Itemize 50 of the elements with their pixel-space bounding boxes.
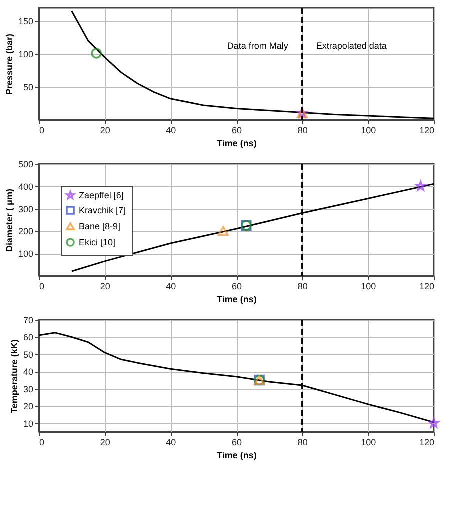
y-axis-title: Pressure (bar): [4, 34, 14, 96]
y-axis-title: Temperature (kK): [9, 340, 20, 414]
x-tick-label: 40: [166, 438, 176, 448]
x-tick-label: 60: [232, 438, 242, 448]
y-tick-label: 50: [23, 350, 34, 360]
x-tick-label: 80: [298, 282, 308, 292]
x-tick-label: 20: [100, 438, 110, 448]
x-tick-label: 120: [419, 438, 434, 448]
x-tick-label: 80: [298, 126, 308, 136]
y-tick-label: 50: [23, 82, 34, 93]
x-tick-label: 120: [419, 282, 434, 292]
x-tick-label: 0: [40, 282, 45, 292]
y-tick-label: 20: [23, 402, 34, 412]
y-tick-label: 30: [23, 384, 34, 394]
x-tick-label: 80: [298, 438, 308, 448]
x-tick-label: 40: [166, 282, 176, 292]
legend-label: Bane [8-9]: [79, 222, 121, 232]
y-tick-label: 300: [18, 204, 34, 214]
legend-label: Ekici [10]: [79, 238, 116, 248]
y-tick-label: 400: [18, 182, 34, 192]
y-tick-label: 200: [18, 226, 34, 237]
y-axis-title: Diameter ( μm): [4, 188, 14, 252]
y-tick-label: 150: [18, 16, 34, 27]
x-tick-label: 100: [361, 126, 376, 136]
x-tick-label: 100: [361, 438, 376, 448]
x-tick-label: 60: [232, 282, 242, 292]
x-tick-label: 20: [100, 126, 110, 136]
line-series: [71, 10, 434, 120]
x-tick-label: 0: [40, 126, 45, 136]
x-tick-label: 0: [40, 438, 45, 448]
x-tick-label: 20: [100, 282, 110, 292]
y-tick-label: 40: [23, 367, 34, 378]
legend-label: Zaepffel [6]: [79, 190, 124, 200]
y-tick-label: 60: [23, 332, 34, 343]
y-tick-label: 10: [23, 418, 34, 429]
x-axis-title: Time (ns): [217, 138, 257, 148]
y-tick-label: 500: [18, 160, 34, 170]
annotation: Data from Maly: [227, 41, 289, 51]
y-tick-label: 100: [18, 249, 34, 260]
legend-label: Kravchik [7]: [79, 206, 126, 216]
x-tick-label: 100: [361, 282, 376, 292]
x-tick-label: 120: [419, 126, 434, 136]
x-axis-title: Time (ns): [217, 294, 257, 304]
x-axis-title: Time (ns): [217, 450, 257, 460]
x-tick-label: 40: [166, 126, 176, 136]
y-tick-label: 70: [23, 316, 34, 326]
point: [218, 226, 229, 236]
y-tick-label: 100: [18, 50, 34, 60]
annotation: Extrapolated data: [316, 41, 387, 51]
x-tick-label: 60: [232, 126, 242, 136]
